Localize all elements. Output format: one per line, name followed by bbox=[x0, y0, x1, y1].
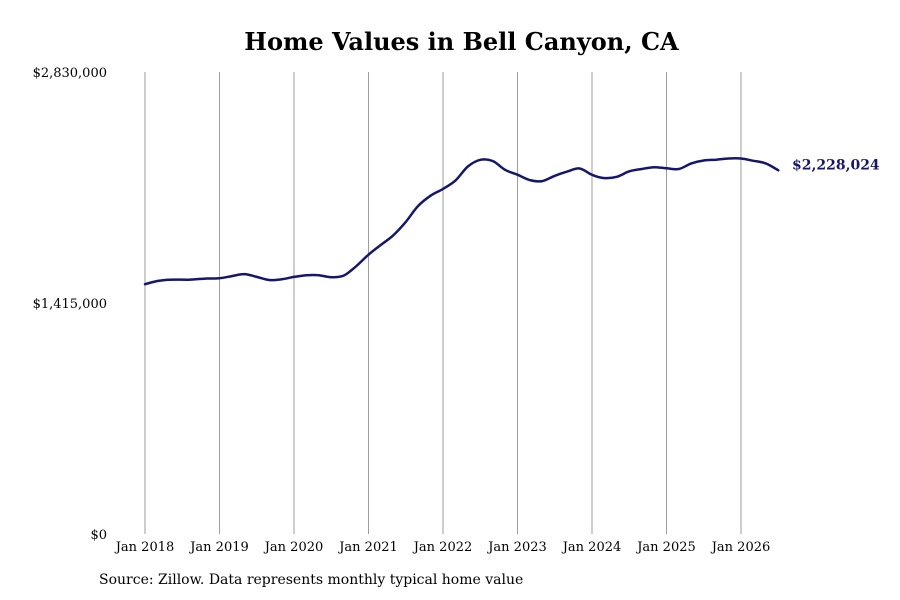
y-tick-label: $2,830,000 bbox=[33, 66, 107, 81]
x-tick-label: Jan 2026 bbox=[710, 540, 771, 555]
end-value-label: $2,228,024 bbox=[792, 157, 880, 173]
x-axis-tick-labels: Jan 2018 Jan 2019 Jan 2020 Jan 2021 Jan 2022… bbox=[114, 540, 771, 555]
gridlines bbox=[144, 72, 742, 534]
x-tick-label: Jan 2019 bbox=[188, 540, 249, 555]
x-tick-label: Jan 2022 bbox=[412, 540, 473, 555]
chart-title: Home Values in Bell Canyon, CA bbox=[244, 27, 679, 56]
x-tick-label: Jan 2018 bbox=[114, 540, 175, 555]
x-tick-label: Jan 2025 bbox=[635, 540, 696, 555]
home-value-line bbox=[143, 157, 780, 286]
end-label-layer: $2,228,024 bbox=[792, 157, 880, 173]
y-tick-label: $0 bbox=[90, 528, 107, 543]
y-axis-tick-labels: $0 $1,415,000 $2,830,000 bbox=[33, 66, 107, 543]
series-layer bbox=[143, 157, 780, 286]
x-tick-label: Jan 2024 bbox=[561, 540, 622, 555]
source-note: Source: Zillow. Data represents monthly … bbox=[99, 572, 524, 588]
x-tick-label: Jan 2023 bbox=[486, 540, 547, 555]
x-tick-label: Jan 2021 bbox=[337, 540, 398, 555]
y-tick-label: $1,415,000 bbox=[33, 297, 107, 312]
x-tick-label: Jan 2020 bbox=[263, 540, 324, 555]
